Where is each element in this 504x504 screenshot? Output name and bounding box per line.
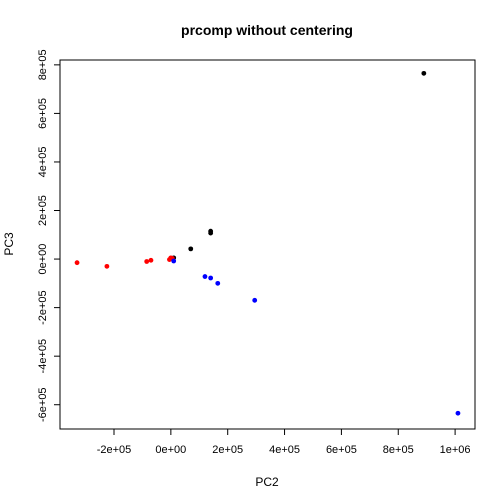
point-s2-4 — [455, 410, 461, 416]
point-s1-6 — [168, 255, 174, 261]
y-tick-label-1: -4e+05 — [37, 339, 49, 374]
x-tick-label-3: 4e+05 — [269, 444, 300, 456]
data-points — [74, 70, 461, 416]
point-s2-1 — [208, 275, 214, 281]
point-s2-0 — [202, 274, 208, 279]
chart-title: prcomp without centering — [181, 22, 353, 38]
point-s2-5 — [171, 258, 177, 264]
x-axis-label: PC2 — [255, 475, 279, 489]
y-tick-label-7: 8e+05 — [37, 49, 49, 80]
point-s0-2 — [208, 230, 214, 236]
point-s0-3 — [188, 246, 194, 252]
x-tick-label-4: 6e+05 — [326, 444, 357, 456]
point-s0-0 — [421, 70, 427, 76]
plot-frame — [59, 59, 476, 430]
y-tick-label-2: -2e+05 — [37, 290, 49, 325]
point-s1-2 — [144, 259, 150, 264]
x-tick-label-1: 0e+00 — [155, 444, 186, 456]
x-axis: -2e+05 0e+00 2e+05 4e+05 6e+05 8e+05 1e+06 — [97, 429, 471, 456]
y-axis: -6e+05 -4e+05 -2e+05 0e+00 2e+05 4e+05 6e+05 8e… — [37, 49, 60, 422]
x-tick-label-2: 2e+05 — [212, 444, 243, 456]
y-tick-label-5: 4e+05 — [37, 147, 49, 178]
x-tick-label-5: 8e+05 — [383, 444, 414, 456]
point-s2-2 — [215, 280, 221, 286]
point-s1-3 — [148, 257, 154, 263]
y-tick-label-0: -6e+05 — [37, 387, 49, 422]
x-tick-label-6: 1e+06 — [440, 444, 471, 456]
point-s1-0 — [74, 260, 80, 266]
y-tick-label-4: 2e+05 — [37, 195, 49, 226]
y-tick-label-3: 0e+00 — [37, 244, 49, 275]
y-tick-label-6: 6e+05 — [37, 98, 49, 129]
point-s1-1 — [104, 263, 110, 269]
y-axis-label: PC3 — [2, 232, 16, 256]
point-s2-3 — [252, 297, 258, 303]
x-tick-label-0: -2e+05 — [97, 444, 132, 456]
